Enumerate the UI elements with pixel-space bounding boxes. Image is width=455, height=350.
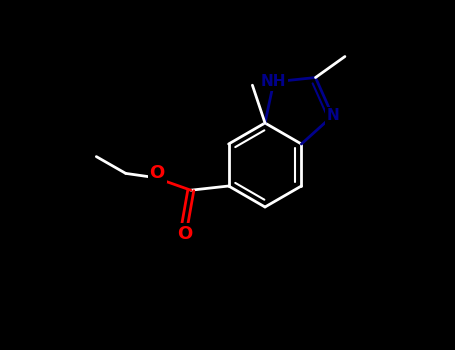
Text: NH: NH: [261, 75, 287, 89]
Text: O: O: [177, 225, 192, 243]
Text: N: N: [326, 108, 339, 124]
Text: O: O: [150, 163, 165, 182]
